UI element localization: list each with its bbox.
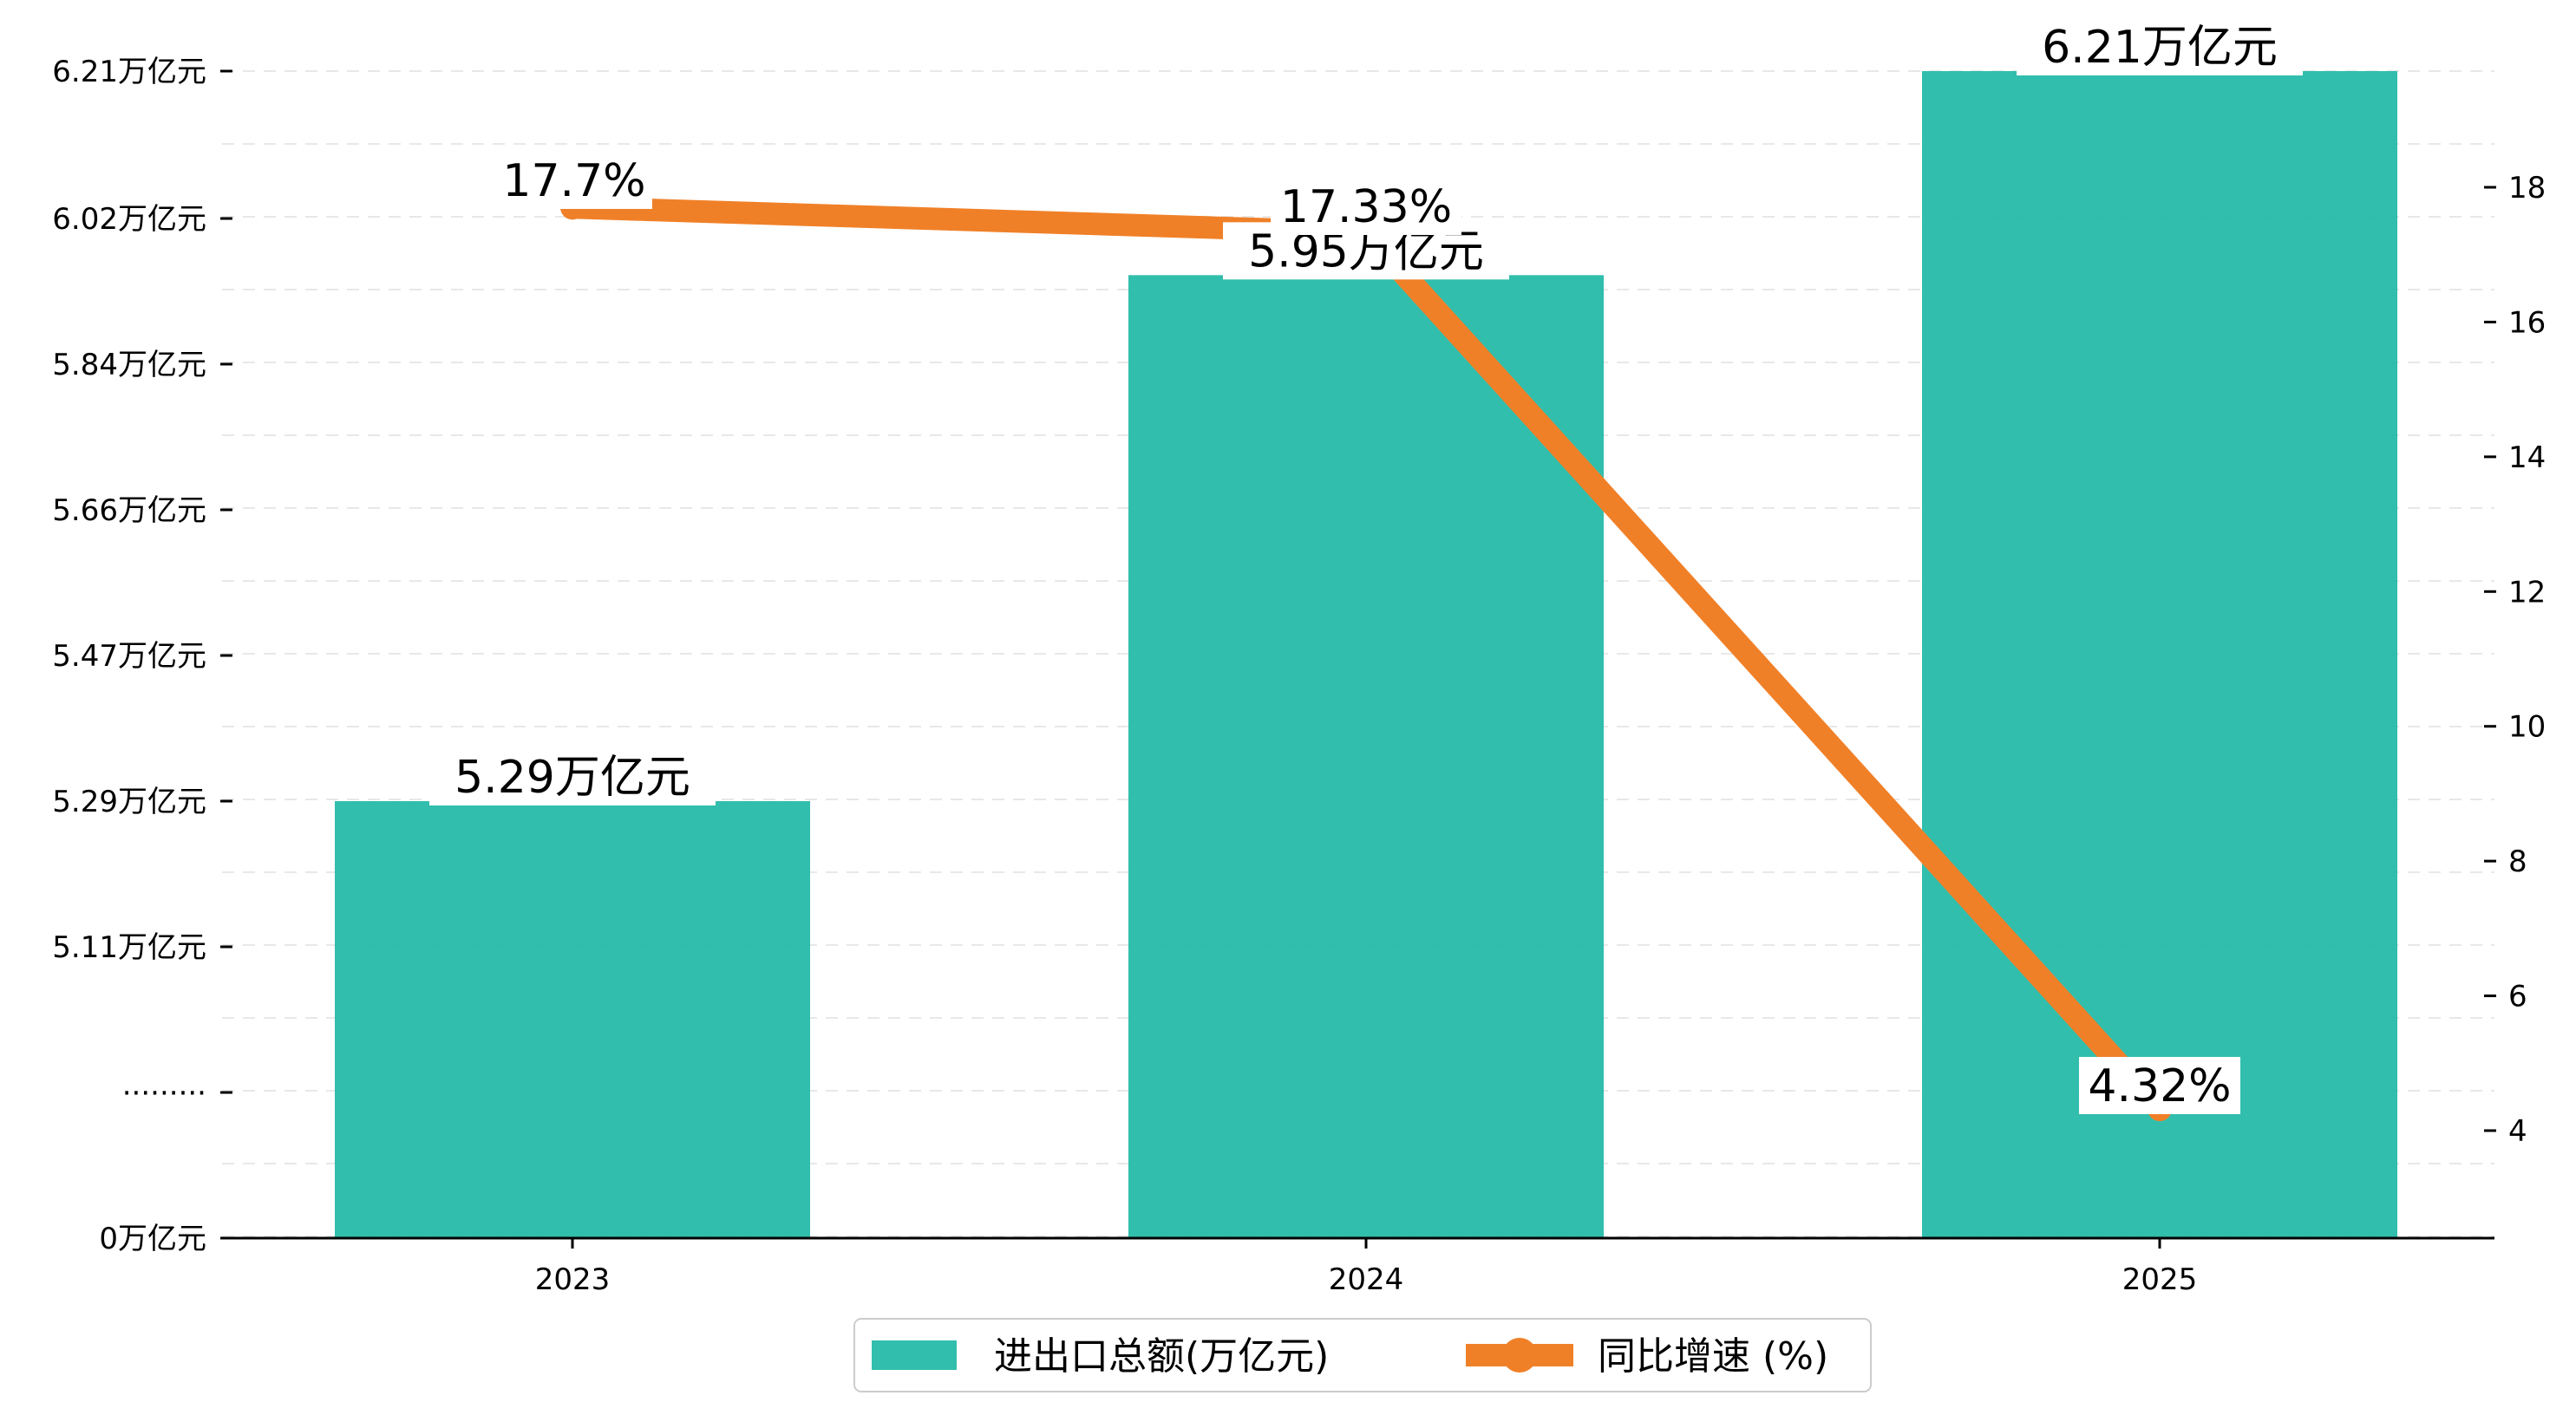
left-tick-label: 5.11万亿元	[52, 930, 206, 965]
data-label-box	[2017, 18, 2303, 75]
data-label: 6.21万亿元	[2042, 22, 2278, 74]
legend-bar-swatch	[872, 1340, 957, 1370]
data-label-box	[429, 748, 716, 805]
data-label: 17.7%	[502, 155, 645, 207]
left-tick-label: 5.29万亿元	[52, 785, 206, 819]
right-tick-label: 14	[2508, 440, 2546, 475]
x-tick-label: 2024	[1329, 1262, 1404, 1297]
data-label: 5.29万亿元	[454, 752, 690, 804]
right-tick-label: 18	[2508, 171, 2546, 205]
left-tick-label: 5.47万亿元	[52, 639, 206, 674]
right-tick-label: 12	[2508, 575, 2546, 610]
data-label: 4.32%	[2088, 1060, 2231, 1112]
x-tick-label: 2023	[535, 1262, 611, 1297]
left-tick-label: 6.21万亿元	[52, 55, 206, 89]
right-tick-label: 8	[2508, 844, 2527, 879]
bar-series	[335, 71, 2397, 1238]
left-tick-label: 0万亿元	[99, 1222, 206, 1256]
left-tick-label: 5.84万亿元	[52, 348, 206, 382]
bar-2023	[335, 801, 810, 1238]
legend-line-label: 同比增速 (%)	[1598, 1334, 1828, 1379]
left-axis: 0万亿元 ········· 5.11万亿元 5.29万亿元 5.47万亿元 5.66万亿…	[52, 55, 232, 1256]
data-label-box	[2079, 1057, 2240, 1114]
data-label: 17.33%	[1280, 181, 1452, 233]
right-tick-label: 6	[2508, 980, 2527, 1014]
legend-line-marker	[1502, 1338, 1537, 1373]
left-tick-label: ·········	[122, 1076, 206, 1111]
right-axis: 4 6 8 10 12 14 16 18	[2484, 171, 2546, 1149]
right-tick-label: 16	[2508, 305, 2546, 340]
x-tick-label: 2025	[2122, 1262, 2198, 1297]
right-tick-label: 4	[2508, 1114, 2527, 1149]
legend-bar-label: 进出口总额(万亿元)	[994, 1334, 1329, 1379]
right-tick-label: 10	[2508, 710, 2546, 745]
legend: 进出口总额(万亿元) 同比增速 (%)	[853, 1318, 1872, 1392]
left-tick-label: 6.02万亿元	[52, 202, 206, 237]
data-label-box	[496, 152, 652, 209]
bar-2024	[1128, 275, 1604, 1238]
left-tick-label: 5.66万亿元	[52, 493, 206, 528]
bar-2025	[1922, 71, 2397, 1238]
legend-frame	[853, 1318, 1872, 1392]
x-axis: 2023 2024 2025	[535, 1238, 2198, 1297]
data-label-box	[1271, 178, 1461, 235]
